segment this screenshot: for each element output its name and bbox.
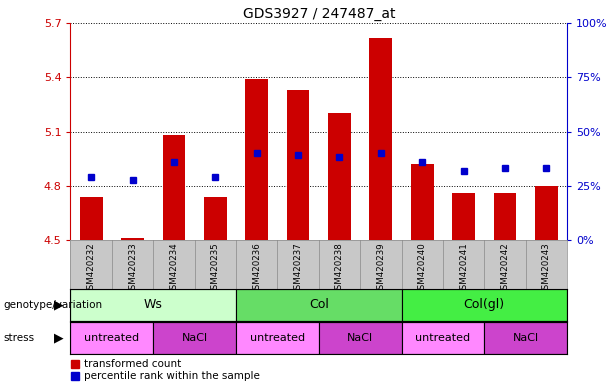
Bar [370,38,392,240]
Bar [452,193,475,240]
Bar [328,113,351,240]
Bar [493,193,516,240]
Bar [319,322,402,354]
Text: untreated: untreated [250,333,305,343]
Bar [70,289,236,321]
Text: NaCl: NaCl [347,333,373,343]
Text: NaCl: NaCl [181,333,208,343]
Text: NaCl: NaCl [512,333,539,343]
Bar [236,289,402,321]
Text: GSM420241: GSM420241 [459,242,468,295]
Text: stress: stress [3,333,34,343]
Bar [402,289,567,321]
Bar [70,322,153,354]
Bar [204,197,227,240]
Bar [80,197,102,240]
Bar [153,322,236,354]
Text: transformed count: transformed count [84,359,181,369]
Title: GDS3927 / 247487_at: GDS3927 / 247487_at [243,7,395,21]
Text: genotype/variation: genotype/variation [3,300,102,310]
Text: Col: Col [309,298,329,311]
Bar [236,322,319,354]
Bar [411,164,433,240]
Text: GSM420232: GSM420232 [86,242,96,295]
Text: untreated: untreated [416,333,470,343]
Text: ▶: ▶ [53,298,63,311]
Bar [245,79,268,240]
Text: GSM420243: GSM420243 [542,242,551,295]
Text: GSM420242: GSM420242 [500,242,509,295]
Text: GSM420240: GSM420240 [417,242,427,295]
Text: untreated: untreated [85,333,139,343]
Bar [287,90,310,240]
Text: Ws: Ws [144,298,162,311]
Bar [121,238,144,240]
Bar [535,186,558,240]
Bar [484,322,567,354]
Text: GSM420234: GSM420234 [169,242,178,295]
Text: GSM420233: GSM420233 [128,242,137,295]
Text: GSM420237: GSM420237 [294,242,303,295]
Text: GSM420238: GSM420238 [335,242,344,295]
Text: GSM420239: GSM420239 [376,242,386,295]
Bar [162,135,185,240]
Text: GSM420236: GSM420236 [252,242,261,295]
Text: percentile rank within the sample: percentile rank within the sample [84,371,260,381]
Text: Col(gl): Col(gl) [463,298,505,311]
Text: ▶: ▶ [53,332,63,344]
Bar [402,322,484,354]
Text: GSM420235: GSM420235 [211,242,220,295]
